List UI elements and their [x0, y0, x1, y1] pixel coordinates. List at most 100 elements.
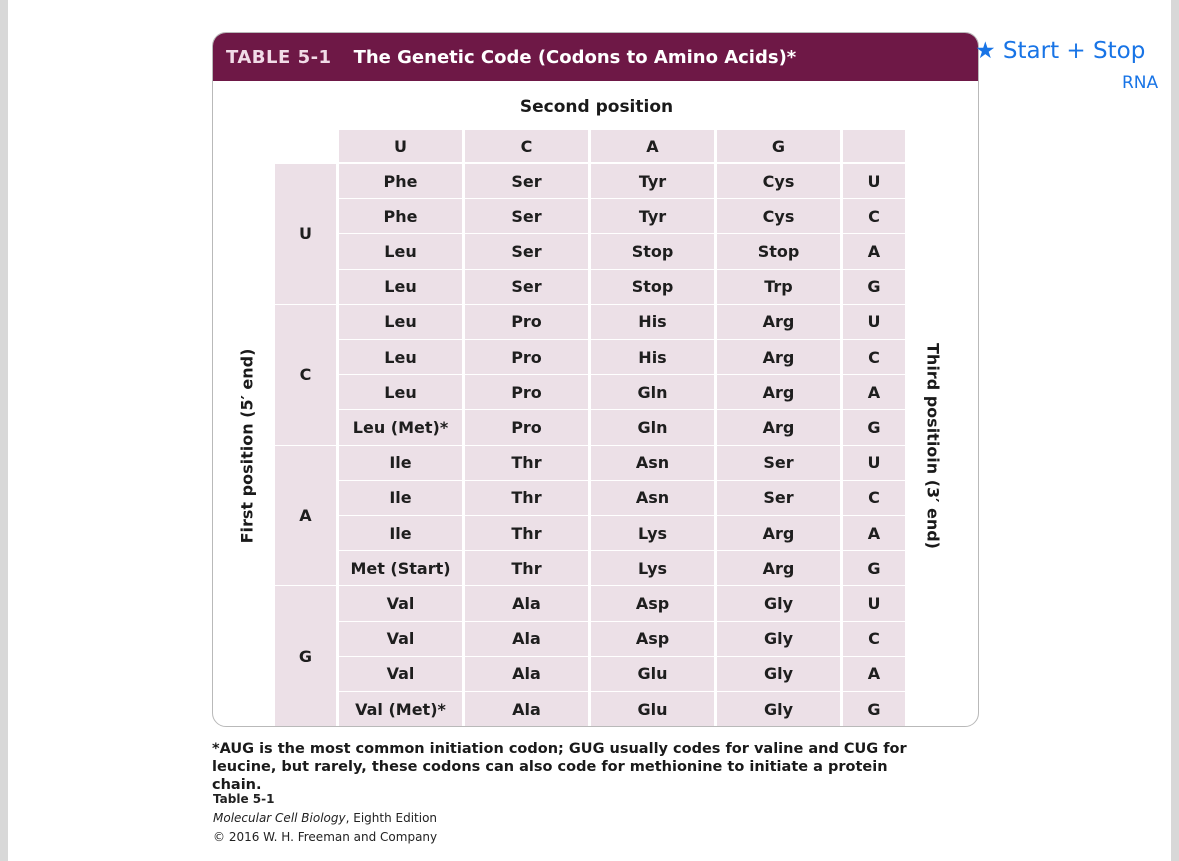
- amino-acid-cell: Cys: [717, 164, 840, 199]
- amino-acid-cell: Ser: [465, 199, 588, 234]
- second-position-label: Second position: [519, 97, 674, 117]
- third-base-label: U: [843, 164, 905, 199]
- amino-acid-cell: Gly: [717, 586, 840, 621]
- amino-acid-cell: Pro: [465, 410, 588, 445]
- amino-acid-cell: Thr: [465, 551, 588, 586]
- page: TABLE 5-1 The Genetic Code (Codons to Am…: [8, 0, 1171, 861]
- second-base-header: A: [591, 130, 714, 162]
- table-footnote: *AUG is the most common initiation codon…: [212, 741, 907, 793]
- table-number: TABLE 5-1: [226, 46, 332, 68]
- third-base-label: C: [843, 340, 905, 375]
- amino-acid-cell: Trp: [717, 269, 840, 304]
- table-title-bar: TABLE 5-1 The Genetic Code (Codons to Am…: [213, 33, 978, 81]
- third-base-label: C: [843, 199, 905, 234]
- table-credit: Table 5-1 Molecular Cell Biology, Eighth…: [213, 790, 437, 847]
- third-base-label: G: [843, 551, 905, 586]
- third-base-label: C: [843, 621, 905, 656]
- amino-acid-cell: Met (Start): [339, 551, 462, 586]
- third-base-header-empty: [843, 130, 905, 162]
- amino-acid-cell: Ser: [717, 445, 840, 480]
- credit-table-label: Table 5-1: [213, 792, 275, 806]
- amino-acid-cell: Arg: [717, 340, 840, 375]
- amino-acid-cell: Asn: [591, 480, 714, 515]
- amino-acid-cell: Leu (Met)*: [339, 410, 462, 445]
- amino-acid-cell: Lys: [591, 516, 714, 551]
- amino-acid-cell: Lys: [591, 551, 714, 586]
- amino-acid-cell: Ser: [465, 164, 588, 199]
- amino-acid-cell: Val: [339, 586, 462, 621]
- third-base-label: G: [843, 269, 905, 304]
- amino-acid-cell: Glu: [591, 656, 714, 691]
- credit-book-line: Molecular Cell Biology, Eighth Edition: [213, 809, 437, 828]
- amino-acid-cell: Asp: [591, 586, 714, 621]
- handwritten-note-start-stop: ★ Start + Stop: [975, 38, 1146, 64]
- amino-acid-cell: Gln: [591, 375, 714, 410]
- amino-acid-cell: Thr: [465, 516, 588, 551]
- amino-acid-cell: Pro: [465, 375, 588, 410]
- amino-acid-cell: Arg: [717, 551, 840, 586]
- table-title: The Genetic Code (Codons to Amino Acids)…: [353, 46, 797, 68]
- amino-acid-cell: Arg: [717, 304, 840, 339]
- handwritten-note-rna: RNA: [1122, 73, 1159, 93]
- amino-acid-cell: Leu: [339, 304, 462, 339]
- amino-acid-cell: Arg: [717, 516, 840, 551]
- amino-acid-cell: Ala: [465, 621, 588, 656]
- amino-acid-cell: Ser: [465, 269, 588, 304]
- credit-copyright: © 2016 W. H. Freeman and Company: [213, 830, 438, 844]
- amino-acid-cell: Glu: [591, 692, 714, 726]
- first-base-label: C: [275, 304, 336, 445]
- amino-acid-cell: Pro: [465, 340, 588, 375]
- amino-acid-cell: Arg: [717, 375, 840, 410]
- amino-acid-cell: Ser: [717, 480, 840, 515]
- amino-acid-cell: Leu: [339, 375, 462, 410]
- amino-acid-cell: Stop: [591, 269, 714, 304]
- amino-acid-cell: Thr: [465, 480, 588, 515]
- amino-acid-cell: Leu: [339, 269, 462, 304]
- amino-acid-cell: Ala: [465, 656, 588, 691]
- third-base-label: G: [843, 692, 905, 726]
- third-base-label: A: [843, 234, 905, 269]
- amino-acid-cell: Arg: [717, 410, 840, 445]
- amino-acid-cell: Thr: [465, 445, 588, 480]
- amino-acid-cell: Phe: [339, 199, 462, 234]
- second-base-header: G: [717, 130, 840, 162]
- first-position-label: First position (5′ end): [237, 348, 257, 544]
- amino-acid-cell: Val: [339, 621, 462, 656]
- amino-acid-cell: Pro: [465, 304, 588, 339]
- amino-acid-cell: Ala: [465, 586, 588, 621]
- amino-acid-cell: Ala: [465, 692, 588, 726]
- genetic-code-table: TABLE 5-1 The Genetic Code (Codons to Am…: [212, 32, 979, 727]
- credit-book-title: Molecular Cell Biology: [213, 811, 346, 825]
- amino-acid-cell: Ser: [465, 234, 588, 269]
- amino-acid-cell: Stop: [717, 234, 840, 269]
- amino-acid-cell: Tyr: [591, 164, 714, 199]
- amino-acid-cell: Ile: [339, 516, 462, 551]
- amino-acid-cell: Asp: [591, 621, 714, 656]
- amino-acid-cell: Gln: [591, 410, 714, 445]
- credit-edition: , Eighth Edition: [345, 811, 438, 825]
- amino-acid-cell: Leu: [339, 340, 462, 375]
- third-base-label: A: [843, 516, 905, 551]
- amino-acid-cell: Ile: [339, 445, 462, 480]
- amino-acid-cell: Gly: [717, 621, 840, 656]
- amino-acid-cell: Phe: [339, 164, 462, 199]
- amino-acid-cell: His: [591, 304, 714, 339]
- third-base-label: U: [843, 445, 905, 480]
- amino-acid-cell: Gly: [717, 692, 840, 726]
- amino-acid-cell: Stop: [591, 234, 714, 269]
- third-base-label: G: [843, 410, 905, 445]
- amino-acid-cell: Val (Met)*: [339, 692, 462, 726]
- amino-acid-cell: Tyr: [591, 199, 714, 234]
- third-base-label: A: [843, 656, 905, 691]
- first-base-label: A: [275, 445, 336, 586]
- amino-acid-cell: Ile: [339, 480, 462, 515]
- first-base-label: U: [275, 164, 336, 304]
- amino-acid-cell: Leu: [339, 234, 462, 269]
- amino-acid-cell: Asn: [591, 445, 714, 480]
- amino-acid-cell: Val: [339, 656, 462, 691]
- amino-acid-cell: His: [591, 340, 714, 375]
- third-base-label: C: [843, 480, 905, 515]
- third-base-label: U: [843, 586, 905, 621]
- second-base-header: U: [339, 130, 462, 162]
- second-base-header: C: [465, 130, 588, 162]
